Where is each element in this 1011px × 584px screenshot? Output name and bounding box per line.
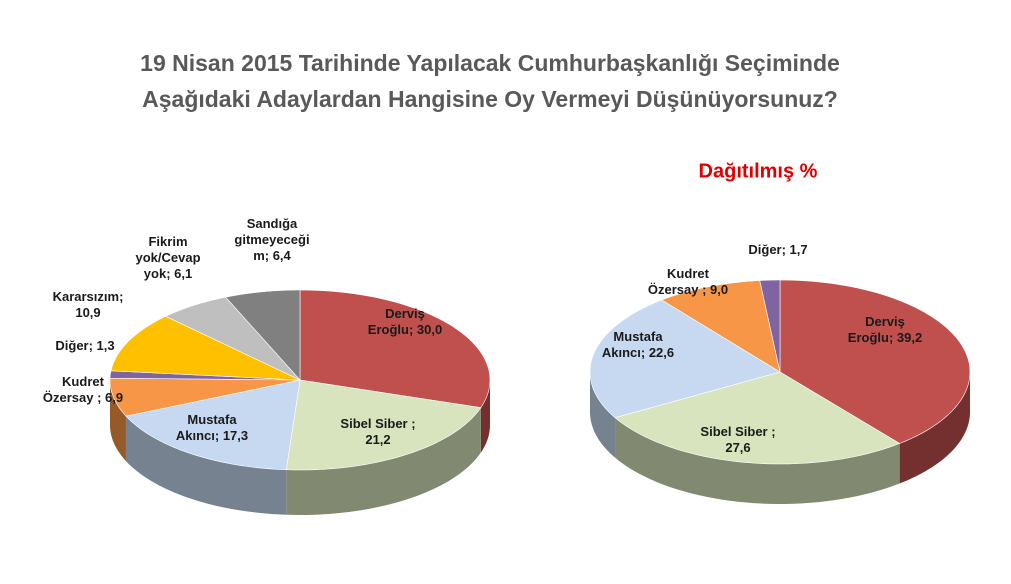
slice: [779, 279, 971, 444]
slice-side: [615, 417, 900, 504]
data-label: Kararsızım; 10,9: [52, 289, 124, 320]
slice: [110, 315, 301, 381]
data-label: Derviş Eroğlu; 39,2: [847, 314, 923, 345]
slice: [125, 379, 301, 471]
slice-side: [286, 407, 481, 515]
data-label: Derviş Eroğlu; 30,0: [367, 306, 443, 337]
data-label: Sibel Siber ; 27,6: [700, 424, 776, 455]
data-label: Fikrim yok/Cevap yok; 6,1: [135, 234, 201, 281]
data-label: Mustafa Akıncı; 17,3: [175, 412, 249, 443]
slice: [285, 379, 482, 471]
data-label: Sibel Siber ; 21,2: [340, 416, 416, 447]
data-label: Diğer; 1,7: [748, 242, 808, 257]
data-label: Sandığa gitmeyeceği m; 6,4: [234, 216, 310, 263]
slice-side: [480, 380, 490, 453]
data-label: Kudret Özersay ; 9,0: [647, 266, 729, 297]
data-label: Mustafa Akıncı; 22,6: [601, 329, 675, 360]
slice-side: [590, 372, 616, 458]
chart-subtitle: Dağıtılmış %: [698, 160, 818, 183]
slice: [759, 279, 781, 373]
slice: [109, 377, 301, 417]
slice-side: [110, 380, 126, 462]
slice: [165, 296, 301, 381]
slice: [614, 371, 901, 465]
chart-title: 19 Nisan 2015 Tarihinde Yapılacak Cumhur…: [140, 50, 840, 112]
slice: [225, 289, 301, 381]
slice-side: [899, 372, 970, 484]
slice-side: [125, 416, 287, 515]
data-label: Diğer; 1,3: [55, 338, 115, 353]
slice: [589, 299, 781, 418]
slice: [661, 280, 781, 373]
data-label: Kudret Özersay ; 6,9: [42, 374, 124, 405]
slice: [299, 289, 491, 408]
